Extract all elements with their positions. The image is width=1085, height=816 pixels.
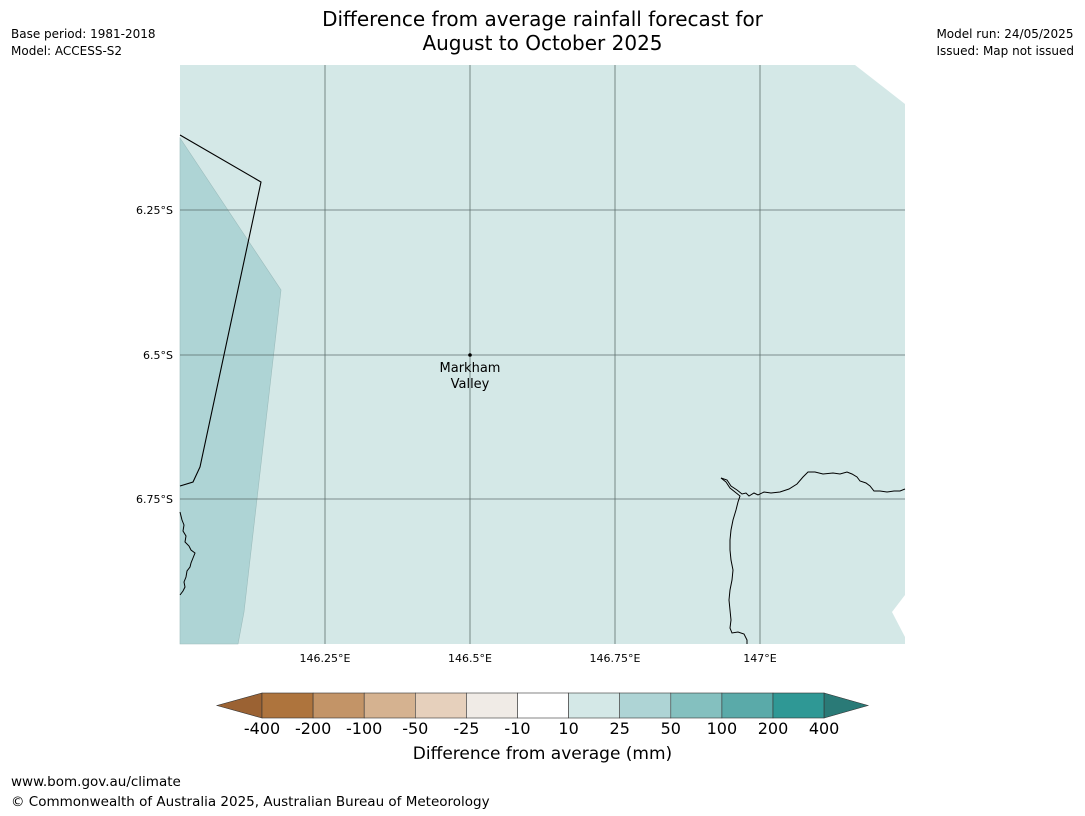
colorbar — [215, 692, 870, 719]
place-label-line2: Valley — [451, 377, 490, 392]
colorbar-tick-label: 100 — [706, 719, 738, 738]
issued-text: Issued: Map not issued — [936, 44, 1074, 58]
colorbar-segment — [261, 692, 314, 719]
place-label-line1: Markham — [440, 361, 501, 376]
model-text: Model: ACCESS-S2 — [11, 44, 123, 58]
colorbar-tick-label: 25 — [609, 719, 630, 738]
colorbar-tick-label: -50 — [402, 719, 429, 738]
colorbar-segment — [363, 692, 416, 719]
meta-left: Base period: 1981-2018 Model: ACCESS-S2 — [11, 26, 156, 60]
colorbar-arrow-high — [823, 692, 870, 719]
lon-label-146-25: 146.25°E — [300, 652, 351, 665]
colorbar-tick-labels: -400 -200 -100 -50 -25 -10 10 25 50 100 200 400 — [0, 719, 1085, 741]
map-title-line2: August to October 2025 — [422, 31, 663, 55]
lat-label-6-5: 6.5°S — [143, 349, 173, 362]
map-nodata-bottom-right — [892, 595, 905, 637]
colorbar-segment — [312, 692, 365, 719]
footer-url[interactable]: www.bom.gov.au/climate — [11, 774, 181, 790]
map-nodata-top-right — [855, 65, 905, 104]
colorbar-title: Difference from average (mm) — [412, 744, 673, 764]
colorbar-arrow-low — [215, 692, 263, 719]
colorbar-tick-label: -25 — [453, 719, 480, 738]
colorbar-segment — [670, 692, 723, 719]
coastline-west — [179, 511, 196, 596]
colorbar-tick-label: 200 — [757, 719, 789, 738]
colorbar-segment — [414, 692, 467, 719]
province-boundary — [179, 134, 262, 487]
colorbar-segment — [568, 692, 620, 719]
map-title-line1: Difference from average rainfall forecas… — [322, 7, 763, 31]
model-run-text: Model run: 24/05/2025 — [936, 27, 1074, 41]
lat-label-6-25: 6.25°S — [136, 204, 173, 217]
colorbar-segment — [619, 692, 672, 719]
colorbar-segment — [721, 692, 774, 719]
lon-label-146-75: 146.75°E — [590, 652, 641, 665]
river — [720, 477, 748, 644]
base-period-text: Base period: 1981-2018 — [11, 27, 156, 41]
colorbar-tick-label: -400 — [243, 719, 281, 738]
lon-label-146-5: 146.5°E — [448, 652, 492, 665]
coastline-east — [720, 471, 906, 497]
footer-copyright: © Commonwealth of Australia 2025, Austra… — [11, 794, 490, 810]
colorbar-segment — [517, 692, 569, 719]
lat-label-6-75: 6.75°S — [136, 493, 173, 506]
colorbar-tick-label: 10 — [558, 719, 579, 738]
colorbar-segment — [772, 692, 825, 719]
colorbar-tick-label: 50 — [660, 719, 681, 738]
meta-right: Model run: 24/05/2025 Issued: Map not is… — [936, 26, 1074, 60]
map-area-25-50 — [179, 137, 282, 645]
map-area-10-25 — [180, 65, 905, 644]
colorbar-tick-label: 400 — [808, 719, 840, 738]
colorbar-tick-label: -100 — [346, 719, 383, 738]
colorbar-tick-label: -200 — [294, 719, 332, 738]
markham-valley-marker[interactable] — [468, 353, 472, 357]
map-title: Difference from average rainfall forecas… — [0, 7, 1085, 55]
colorbar-segment — [466, 692, 518, 719]
colorbar-tick-label: -10 — [504, 719, 531, 738]
lon-label-147: 147°E — [743, 652, 776, 665]
